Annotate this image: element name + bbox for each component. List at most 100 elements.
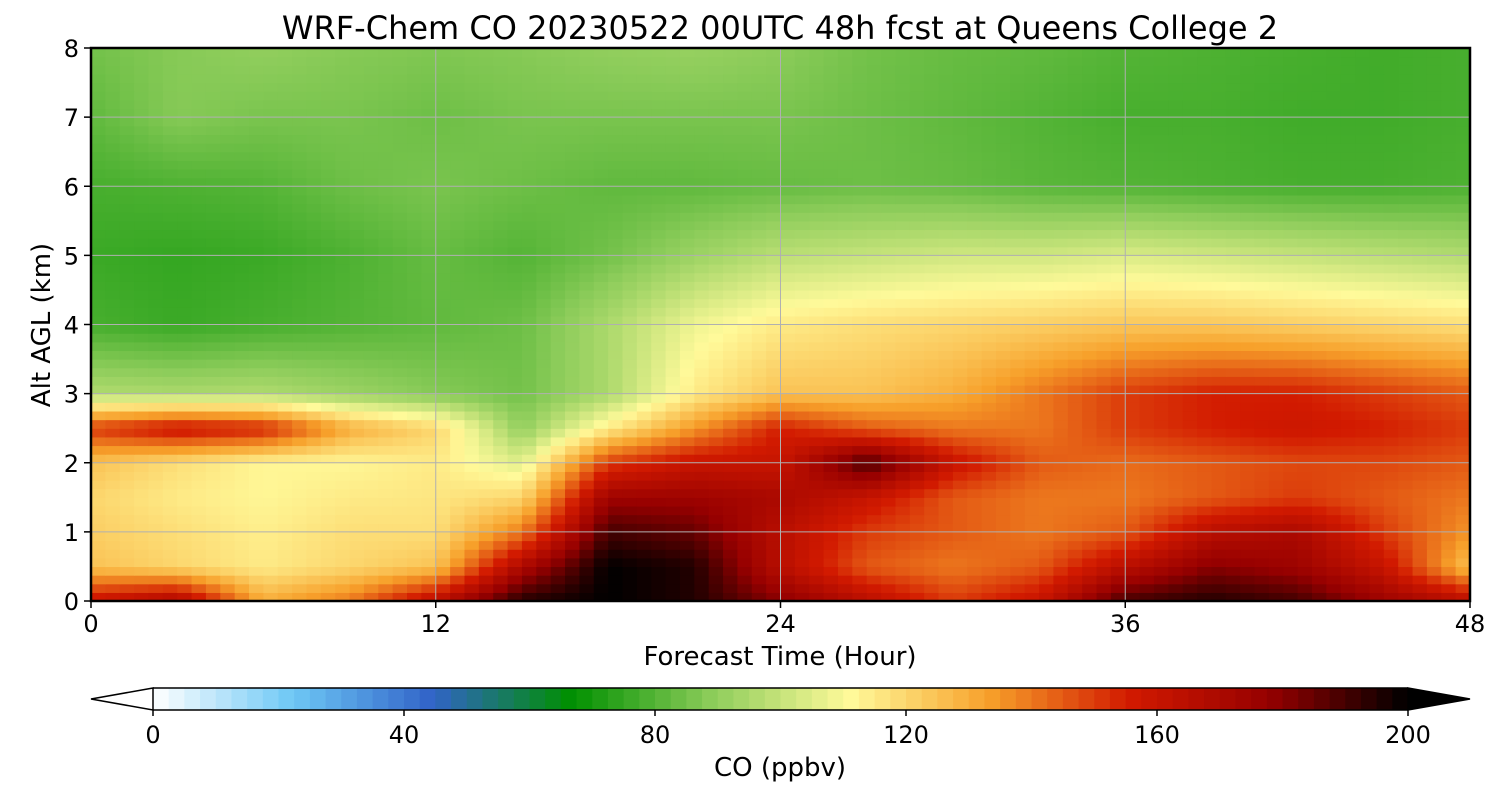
heatmap-cell xyxy=(536,462,552,472)
heatmap-cell xyxy=(665,238,681,248)
heatmap-cell xyxy=(1297,229,1313,239)
heatmap-cell xyxy=(1398,384,1414,395)
heatmap-cell xyxy=(105,523,121,533)
heatmap-cell xyxy=(952,575,968,585)
heatmap-cell xyxy=(1125,220,1141,231)
heatmap-cell xyxy=(1340,324,1356,334)
heatmap-cell xyxy=(1096,497,1112,507)
heatmap-cell xyxy=(1311,220,1327,231)
heatmap-cell xyxy=(1268,246,1284,256)
heatmap-cell xyxy=(162,428,178,438)
heatmap-cell xyxy=(1139,177,1155,187)
heatmap-cell xyxy=(794,410,810,421)
heatmap-cell xyxy=(1139,238,1155,248)
heatmap-cell xyxy=(306,264,322,274)
heatmap-cell xyxy=(277,177,293,187)
heatmap-cell xyxy=(435,359,451,369)
heatmap-cell xyxy=(837,488,853,498)
heatmap-cell xyxy=(1398,549,1414,559)
heatmap-cell xyxy=(407,246,422,256)
heatmap-cell xyxy=(924,186,940,196)
heatmap-cell xyxy=(766,454,782,464)
heatmap-cell xyxy=(837,194,853,205)
heatmap-cell xyxy=(766,194,782,205)
heatmap-cell xyxy=(306,203,322,213)
heatmap-cell xyxy=(1297,341,1313,352)
heatmap-cell xyxy=(550,203,566,213)
heatmap-cell xyxy=(1024,246,1040,256)
heatmap-cell xyxy=(320,220,336,231)
heatmap-cell xyxy=(837,238,853,248)
heatmap-cell xyxy=(608,359,624,369)
heatmap-cell xyxy=(1412,454,1428,464)
heatmap-cell xyxy=(708,160,724,170)
heatmap-cell xyxy=(1268,497,1284,507)
heatmap-cell xyxy=(105,445,121,455)
heatmap-cell xyxy=(694,566,710,576)
heatmap-cell xyxy=(349,505,365,516)
heatmap-cell xyxy=(1010,151,1026,161)
heatmap-cell xyxy=(1355,212,1371,222)
heatmap-cell xyxy=(679,480,695,490)
heatmap-cell xyxy=(1096,307,1112,317)
heatmap-cell xyxy=(1024,410,1040,421)
heatmap-cell xyxy=(1211,376,1227,386)
heatmap-cell xyxy=(837,255,853,265)
heatmap-cell xyxy=(924,212,940,222)
heatmap-cell xyxy=(1268,566,1284,576)
heatmap-cell xyxy=(995,281,1011,291)
heatmap-cell xyxy=(895,488,911,498)
heatmap-cell xyxy=(852,341,868,352)
heatmap-cell xyxy=(1326,177,1342,187)
heatmap-cell xyxy=(148,160,164,170)
heatmap-cell xyxy=(205,410,221,421)
heatmap-cell xyxy=(478,272,494,282)
heatmap-cell xyxy=(277,471,293,481)
heatmap-cell xyxy=(622,376,638,386)
heatmap-cell xyxy=(809,480,825,490)
heatmap-cell xyxy=(392,324,408,334)
heatmap-cell xyxy=(421,557,437,568)
heatmap-cell xyxy=(220,583,236,593)
heatmap-cell xyxy=(837,592,853,601)
heatmap-cell xyxy=(866,488,882,498)
heatmap-cell xyxy=(1139,410,1155,421)
heatmap-cell xyxy=(924,523,940,533)
heatmap-cell xyxy=(292,246,308,256)
heatmap-cell xyxy=(1412,186,1428,196)
heatmap-cell xyxy=(550,514,566,524)
heatmap-cell xyxy=(1355,592,1371,601)
heatmap-cell xyxy=(1311,315,1327,326)
heatmap-cell xyxy=(895,289,911,300)
heatmap-cell xyxy=(1355,177,1371,187)
heatmap-cell xyxy=(119,583,135,593)
heatmap-cell xyxy=(478,229,494,239)
heatmap-cell xyxy=(119,488,135,498)
heatmap-cell xyxy=(320,436,336,447)
heatmap-cell xyxy=(895,367,911,377)
heatmap-cell xyxy=(349,246,365,256)
heatmap-cell xyxy=(679,384,695,395)
heatmap-cell xyxy=(177,531,193,542)
heatmap-cell xyxy=(521,549,537,559)
heatmap-cell xyxy=(1441,341,1457,352)
heatmap-cell xyxy=(1326,488,1342,498)
heatmap-cell xyxy=(1283,324,1299,334)
heatmap-cell xyxy=(1039,462,1055,472)
heatmap-cell xyxy=(421,523,437,533)
heatmap-cell xyxy=(1024,497,1040,507)
heatmap-cell xyxy=(450,324,466,334)
heatmap-cell xyxy=(809,333,825,343)
heatmap-cell xyxy=(234,203,250,213)
heatmap-cell xyxy=(392,220,408,231)
heatmap-cell xyxy=(723,480,738,490)
heatmap-cell xyxy=(866,229,882,239)
heatmap-cell xyxy=(794,367,810,377)
heatmap-cell xyxy=(1010,575,1026,585)
heatmap-cell xyxy=(665,186,681,196)
heatmap-cell xyxy=(1268,488,1284,498)
heatmap-cell xyxy=(1283,151,1299,161)
heatmap-cell xyxy=(1268,462,1284,472)
heatmap-cell xyxy=(306,315,322,326)
heatmap-cell xyxy=(1283,272,1299,282)
